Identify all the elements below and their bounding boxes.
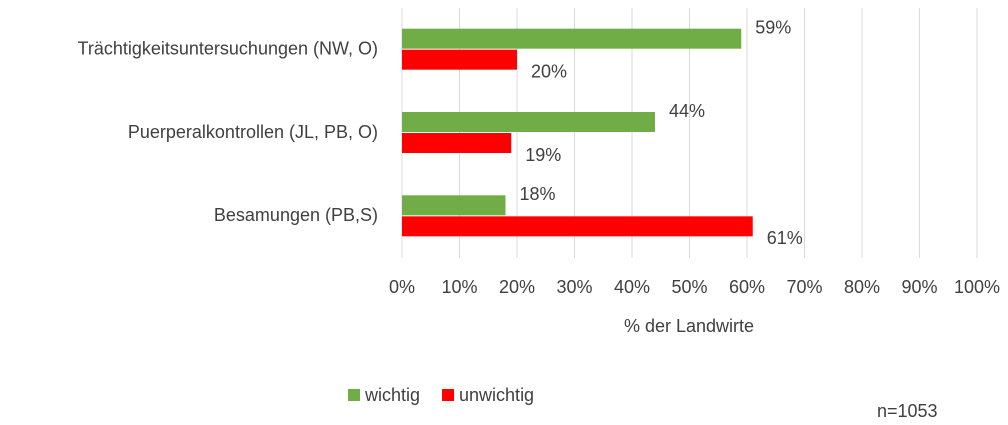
x-tick-label: 20% <box>499 277 535 297</box>
x-tick-label: 90% <box>901 277 937 297</box>
x-axis-label: % der Landwirte <box>624 316 754 336</box>
x-tick-label: 50% <box>671 277 707 297</box>
x-tick-label: 0% <box>389 277 415 297</box>
legend-label: wichtig <box>364 385 420 405</box>
x-tick-label: 80% <box>844 277 880 297</box>
bar <box>402 133 512 153</box>
bar <box>402 216 753 237</box>
bar <box>402 49 517 70</box>
bar <box>402 28 742 49</box>
value-label: 18% <box>520 184 556 204</box>
x-tick-label: 30% <box>556 277 592 297</box>
bar <box>402 195 506 216</box>
legend-swatch <box>348 389 360 401</box>
legend-swatch <box>442 389 455 401</box>
x-tick-label: 10% <box>441 277 477 297</box>
annotation: n=1053 <box>877 401 938 421</box>
value-label: 61% <box>767 228 803 248</box>
x-tick-label: 40% <box>614 277 650 297</box>
y-tick-label: Besamungen (PB,S) <box>214 205 378 225</box>
value-label: 20% <box>531 61 567 81</box>
value-label: 19% <box>525 145 561 165</box>
bar <box>402 112 655 132</box>
y-tick-label: Trächtigkeitsuntersuchungen (NW, O) <box>78 38 378 58</box>
value-label: 59% <box>755 17 791 37</box>
x-tick-label: 70% <box>786 277 822 297</box>
x-tick-label: 60% <box>729 277 765 297</box>
x-tick-label: 100% <box>954 277 1000 297</box>
value-label: 44% <box>669 101 705 121</box>
y-tick-label: Puerperalkontrollen (JL, PB, O) <box>128 122 378 142</box>
legend-label: unwichtig <box>459 385 534 405</box>
